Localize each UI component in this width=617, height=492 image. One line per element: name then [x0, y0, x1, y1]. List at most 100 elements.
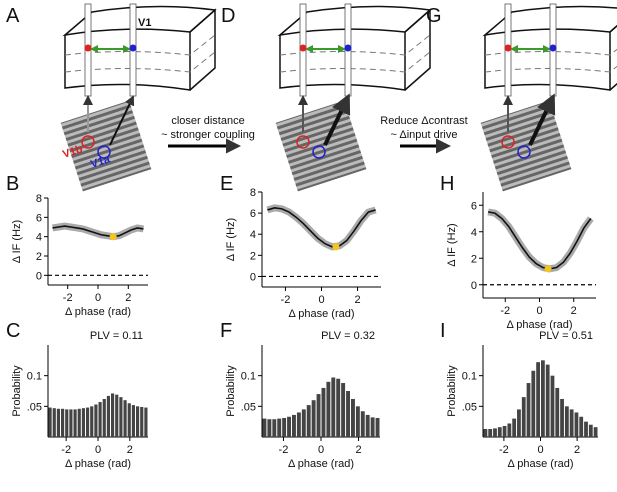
diagram: G	[426, 3, 617, 192]
x-axis-label: Δ phase (rad)	[65, 306, 131, 318]
site-b	[504, 44, 512, 52]
y-tick-label: 2	[250, 250, 256, 262]
bar	[531, 370, 536, 437]
bar	[550, 375, 555, 437]
chart-title: PLV = 0.11	[90, 330, 143, 342]
layer	[484, 65, 617, 73]
bar	[507, 423, 512, 437]
panel-label: G	[426, 5, 442, 27]
y-axis-label: Δ IF (Hz)	[11, 220, 23, 263]
bar	[69, 409, 73, 437]
panel-label: E	[220, 173, 233, 195]
x-tick-label: -2	[281, 294, 291, 306]
x-tick-label: 0	[318, 444, 324, 456]
y-axis-label: Probability	[11, 365, 23, 417]
bar	[365, 414, 370, 437]
rf-a	[312, 145, 326, 159]
bar	[564, 406, 569, 437]
panel-label: B	[6, 173, 19, 195]
rf-b	[81, 135, 95, 149]
y-axis-label: Δ IF (Hz)	[446, 223, 458, 266]
y-tick-label: 0	[471, 280, 477, 292]
bar	[65, 409, 69, 437]
bar	[493, 428, 497, 437]
y-tick-label: 4	[36, 232, 42, 244]
bar	[521, 397, 526, 437]
bar	[579, 416, 584, 437]
bar	[123, 400, 127, 437]
line	[267, 207, 376, 248]
y-axis-label: Probability	[446, 365, 458, 417]
marker	[332, 243, 340, 251]
bar	[292, 414, 296, 437]
bar	[536, 362, 540, 437]
bar	[77, 408, 81, 437]
layer	[64, 51, 216, 73]
y-tick-label: 8	[250, 187, 256, 199]
layer	[64, 34, 216, 56]
bar	[360, 411, 365, 437]
diagram: D	[221, 3, 432, 192]
bar	[526, 383, 531, 437]
x-tick-label: 0	[95, 444, 101, 456]
bar	[321, 387, 326, 437]
bar	[584, 421, 588, 437]
y-tick-label: .05	[462, 401, 477, 413]
bar	[61, 408, 65, 437]
panel-label: H	[440, 173, 454, 195]
bar	[545, 364, 550, 437]
panel-label: C	[6, 320, 20, 342]
bar	[512, 418, 517, 437]
bar	[81, 408, 86, 437]
area-label: V1	[138, 17, 151, 29]
marker	[109, 233, 117, 241]
bar	[272, 419, 277, 437]
bar	[277, 418, 282, 437]
bar	[56, 408, 61, 437]
cortex-top	[482, 5, 617, 37]
chart-title: PLV = 0.32	[321, 330, 375, 342]
input-a	[528, 93, 556, 146]
chart-title: PLV = 0.51	[539, 330, 593, 342]
line	[487, 211, 592, 270]
bar	[52, 408, 56, 437]
rf-a	[97, 145, 111, 159]
panel-label: D	[221, 5, 235, 27]
bar	[48, 407, 52, 437]
x-axis-label: Δ phase (rad)	[288, 458, 354, 470]
transition-text: ~ stronger coupling	[161, 129, 255, 141]
transition-text: ~ Δinput drive	[391, 129, 458, 141]
bar	[326, 381, 331, 437]
layer	[279, 34, 431, 56]
x-tick-label: 2	[355, 444, 361, 456]
rf-a	[517, 145, 531, 159]
layer	[484, 48, 617, 56]
bar	[131, 405, 135, 437]
bar	[555, 387, 560, 437]
bar	[306, 405, 311, 437]
layer	[279, 51, 431, 73]
bar	[282, 417, 287, 437]
bar	[73, 409, 77, 437]
y-axis-label: Δ IF (Hz)	[225, 218, 237, 261]
x-tick-label: -2	[499, 444, 509, 456]
bar	[593, 427, 598, 437]
x-tick-label: 2	[125, 292, 131, 304]
bar	[569, 409, 574, 437]
input-a	[323, 93, 351, 146]
bar	[311, 400, 316, 437]
y-tick-label: .05	[27, 401, 42, 413]
bar	[135, 406, 140, 437]
x-tick-label: 2	[127, 444, 133, 456]
x-axis-label: Δ phase (rad)	[506, 319, 572, 331]
x-tick-label: -2	[61, 444, 71, 456]
x-tick-label: 2	[354, 294, 360, 306]
bar	[574, 412, 579, 437]
x-tick-label: -2	[63, 292, 73, 304]
x-tick-label: 0	[537, 444, 543, 456]
bar	[331, 377, 336, 437]
cortex-side	[189, 8, 216, 91]
x-axis-label: Δ phase (rad)	[507, 458, 573, 470]
marker	[544, 265, 552, 273]
